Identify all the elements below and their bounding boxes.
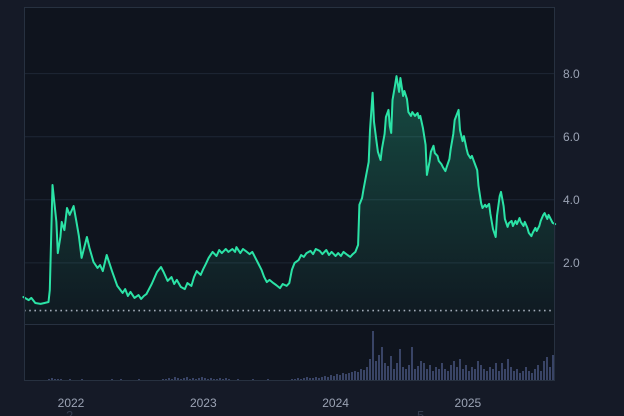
y-axis-tick: 2.0 bbox=[563, 255, 580, 270]
x-axis-tick: 2022 bbox=[57, 396, 85, 410]
clipped-text: 2 bbox=[66, 408, 74, 416]
y-axis-tick: 8.0 bbox=[563, 66, 580, 81]
y-axis-tick: 4.0 bbox=[563, 192, 580, 207]
x-axis-tick: 2025 bbox=[454, 396, 482, 410]
y-axis-tick: 6.0 bbox=[563, 129, 580, 144]
clipped-text: 5 bbox=[417, 408, 425, 416]
x-axis-tick: 2023 bbox=[189, 396, 217, 410]
x-axis-tick: 2024 bbox=[322, 396, 349, 410]
